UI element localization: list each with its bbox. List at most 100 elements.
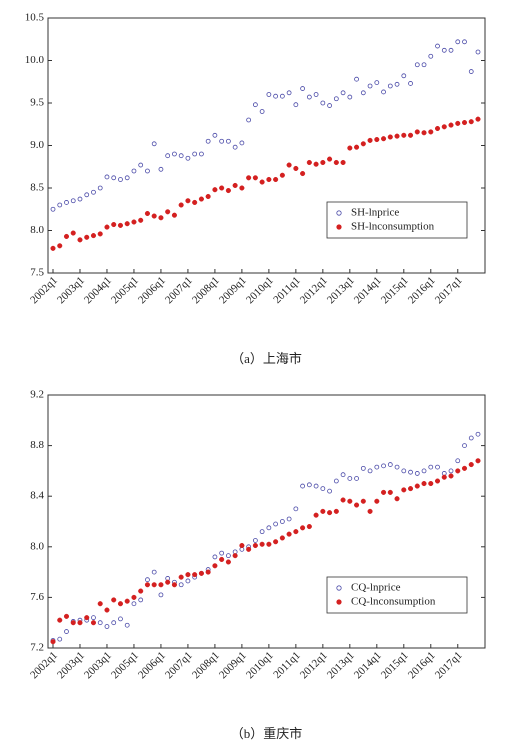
data-point (64, 629, 69, 634)
data-point (360, 498, 366, 504)
data-point (145, 577, 150, 583)
x-tick-label: 2014q1 (352, 649, 384, 681)
data-point (414, 129, 420, 135)
data-point (347, 476, 353, 481)
data-point (300, 525, 306, 531)
data-point (151, 569, 157, 575)
data-point (367, 508, 373, 514)
data-point (354, 476, 359, 481)
data-point (306, 524, 312, 530)
legend-box (326, 576, 468, 614)
data-point (313, 161, 319, 167)
data-point (407, 486, 414, 492)
data-point (104, 624, 110, 629)
data-point (286, 162, 292, 168)
data-point (104, 607, 110, 613)
x-tick-label: 2007q1 (163, 274, 195, 306)
data-point (212, 554, 218, 560)
data-point (91, 189, 96, 195)
data-point (333, 478, 339, 484)
data-point (327, 103, 332, 108)
data-point (273, 93, 279, 99)
data-point (151, 141, 157, 147)
data-point (117, 222, 124, 228)
data-point (340, 159, 346, 166)
data-point (300, 171, 306, 177)
x-tick-label: 2015q1 (379, 649, 411, 681)
data-point (138, 217, 144, 223)
data-point (124, 221, 130, 227)
data-point (117, 601, 124, 607)
data-point (462, 443, 467, 449)
data-point (306, 159, 312, 166)
y-tick-label: 10.0 (25, 54, 45, 66)
data-point (279, 93, 285, 99)
data-point (286, 90, 292, 96)
y-tick-label: 8.4 (30, 490, 44, 502)
data-point (381, 89, 386, 95)
x-tick-label: 2004q1 (82, 274, 114, 306)
data-point (232, 144, 238, 150)
x-tick-label: 2017q1 (433, 274, 465, 306)
legend-marker (336, 224, 342, 230)
data-point (144, 210, 150, 217)
data-point (306, 482, 312, 488)
data-point (421, 481, 427, 487)
data-point (70, 620, 76, 626)
x-tick-label: 2016q1 (406, 649, 438, 681)
data-point (57, 617, 63, 623)
data-point (441, 124, 447, 130)
data-point (475, 431, 481, 437)
data-point (475, 49, 481, 55)
data-point (246, 117, 252, 123)
data-point (374, 464, 380, 470)
data-point (178, 574, 184, 580)
data-point (340, 90, 346, 96)
data-point (408, 81, 413, 86)
data-point (138, 597, 144, 603)
data-point (192, 151, 198, 157)
data-point (158, 582, 164, 588)
data-point (448, 473, 454, 479)
data-point (84, 234, 90, 240)
y-tick-label: 9.2 (30, 389, 44, 401)
data-point (145, 168, 150, 174)
data-point (354, 144, 360, 150)
data-point (448, 468, 454, 474)
data-point (198, 570, 204, 576)
data-point (360, 90, 366, 96)
data-point (428, 464, 434, 470)
data-point (64, 200, 69, 205)
data-point (333, 159, 339, 166)
legend-label: CQ-lnprice (351, 582, 401, 594)
data-point (185, 155, 191, 161)
data-point (158, 592, 164, 598)
legend-label: CQ-lnconsumption (351, 596, 436, 608)
x-tick-label: 2008q1 (190, 649, 222, 681)
data-point (239, 185, 245, 191)
data-point (455, 120, 461, 126)
x-tick-label: 2012q1 (298, 274, 330, 306)
y-tick-label: 9.0 (30, 139, 44, 151)
data-point (461, 120, 468, 126)
data-point (468, 462, 474, 468)
x-tick-label: 2012q1 (298, 649, 330, 681)
data-point (387, 134, 393, 140)
data-point (387, 462, 393, 467)
x-tick-label: 2015q1 (379, 274, 411, 306)
data-point (63, 613, 70, 619)
data-point (408, 469, 413, 475)
data-point (340, 497, 346, 503)
data-point (50, 639, 56, 645)
data-point (313, 483, 319, 489)
data-point (414, 471, 420, 476)
data-point (435, 43, 440, 49)
data-point (428, 129, 434, 135)
data-point (286, 531, 292, 537)
data-point (70, 230, 76, 236)
data-point (354, 502, 360, 508)
data-point (387, 83, 393, 89)
data-point (462, 39, 467, 45)
data-point (50, 245, 56, 251)
